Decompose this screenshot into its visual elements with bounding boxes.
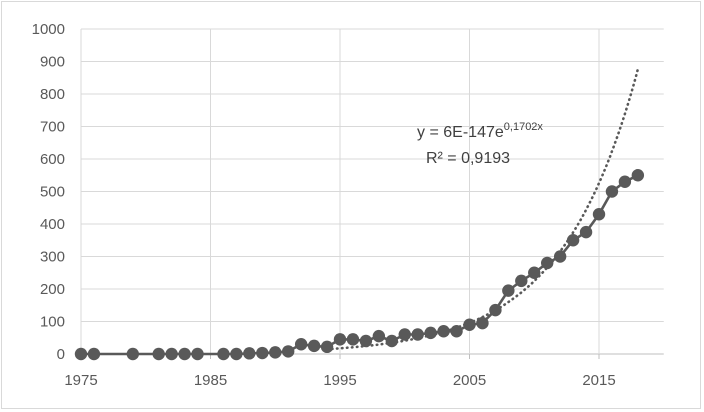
data-point [346, 333, 360, 346]
data-series [74, 169, 645, 361]
trendline-equation: y = 6E-147e0,1702x [417, 121, 543, 141]
data-point [553, 250, 567, 263]
data-point [359, 334, 373, 348]
y-tick-label: 100 [40, 314, 65, 331]
data-point [333, 333, 347, 346]
x-tick-label: 1995 [323, 372, 356, 389]
data-point [515, 274, 528, 288]
data-point [178, 347, 191, 361]
gridlines [80, 28, 664, 359]
trendline-equation-main: y = 6E-147e [417, 124, 504, 141]
data-point [541, 256, 554, 270]
data-point [126, 347, 139, 361]
y-tick-label: 1000 [32, 21, 65, 38]
y-tick-label: 0 [57, 346, 65, 363]
data-point [385, 334, 398, 348]
data-point [566, 234, 580, 247]
data-point [320, 340, 334, 354]
data-point [282, 345, 295, 358]
data-point [307, 339, 321, 353]
data-point [450, 325, 463, 338]
data-point [191, 347, 204, 361]
y-tick-label: 200 [40, 281, 65, 298]
trendline-r-squared: R² = 0,9193 [426, 150, 510, 167]
data-point [294, 338, 308, 351]
y-tick-label: 500 [40, 184, 65, 201]
data-point [579, 225, 593, 239]
data-point [87, 347, 101, 361]
axis-tick-labels: 0 100 200 300 400 500 600 700 800 900 1000 1975 1985… [32, 21, 616, 389]
data-point [618, 175, 632, 188]
series-line [81, 174, 639, 356]
y-tick-label: 700 [40, 119, 65, 136]
data-point [476, 316, 489, 330]
data-point [398, 328, 411, 341]
data-point [463, 318, 476, 331]
y-tick-label: 300 [40, 249, 65, 266]
data-point [152, 347, 165, 361]
data-point [372, 329, 386, 343]
x-tick-label: 2005 [453, 372, 486, 389]
data-point [489, 303, 502, 317]
y-tick-label: 900 [40, 54, 65, 71]
data-point [502, 284, 515, 297]
data-point [74, 347, 88, 361]
data-point [605, 185, 619, 198]
data-point [592, 208, 606, 221]
x-tick-label: 1975 [64, 372, 97, 389]
data-point [424, 326, 437, 340]
data-point [528, 266, 541, 279]
trendline-equation-exponent: 0,1702x [504, 121, 544, 133]
data-point [437, 325, 450, 338]
data-point [230, 347, 243, 361]
y-tick-label: 400 [40, 216, 65, 233]
x-tick-label: 1985 [194, 372, 227, 389]
y-tick-label: 600 [40, 151, 65, 168]
data-point [269, 346, 282, 359]
data-point [217, 347, 230, 361]
data-point [411, 328, 424, 341]
data-point [256, 346, 269, 360]
data-point [165, 347, 178, 361]
trendline-path [325, 68, 640, 351]
data-point [631, 169, 645, 182]
x-tick-label: 2015 [582, 372, 615, 389]
y-tick-label: 800 [40, 86, 65, 103]
trendline [325, 68, 640, 351]
data-point [243, 347, 256, 360]
